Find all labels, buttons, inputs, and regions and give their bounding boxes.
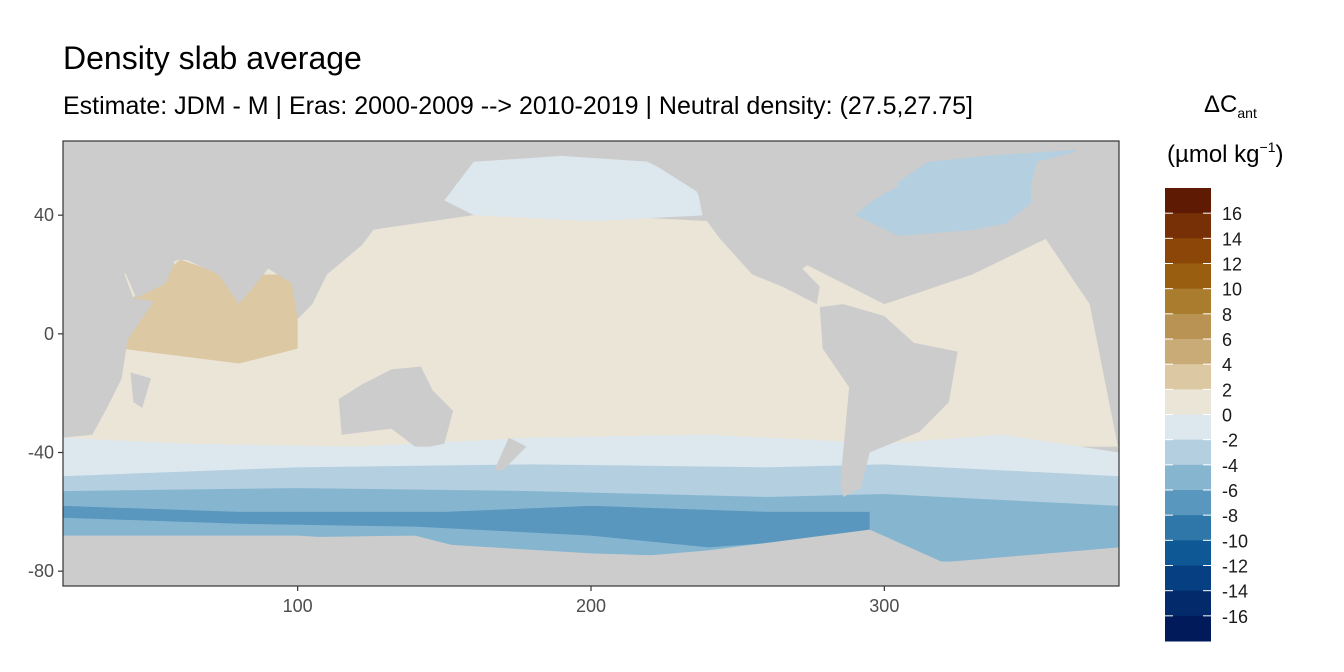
legend-swatch: [1165, 590, 1211, 617]
legend-label: -14: [1222, 582, 1248, 602]
legend-swatch: [1165, 540, 1211, 566]
legend-units-sup: −1: [1260, 139, 1276, 155]
legend-swatch: [1165, 414, 1211, 441]
y-tick-label: -80: [28, 561, 54, 581]
continent-africa: [63, 244, 154, 438]
continent-antarctica: [63, 529, 1119, 586]
legend-swatch: [1165, 313, 1211, 340]
continent-greenland: [884, 141, 982, 156]
legend-label: -12: [1222, 557, 1248, 577]
legend-swatch: [1165, 565, 1211, 592]
legend-label: 12: [1222, 255, 1242, 275]
ocean-region-southern-polar: [63, 505, 870, 548]
legend-swatch: [1165, 439, 1211, 466]
continent-south-america: [819, 304, 958, 497]
chart-title: Density slab average: [63, 40, 362, 76]
continent-new-zealand: [494, 437, 527, 471]
ocean-region-north-pacific-high: [444, 155, 709, 222]
legend-swatch: [1165, 339, 1211, 365]
legend-label: -4: [1222, 456, 1238, 476]
legend-label: 2: [1222, 380, 1232, 400]
legend-swatch: [1165, 263, 1211, 290]
continent-madagascar: [130, 372, 151, 408]
chart-subtitle: Estimate: JDM - M | Eras: 2000-2009 --> …: [63, 92, 973, 120]
x-tick-label: 200: [576, 596, 606, 616]
legend-swatch: [1165, 464, 1211, 491]
legend-label: -8: [1222, 506, 1238, 526]
legend-label: -6: [1222, 481, 1238, 501]
legend-units-post: ): [1275, 141, 1283, 168]
y-tick-label: -40: [28, 443, 54, 463]
legend-swatch: [1165, 213, 1211, 239]
legend-label: -16: [1222, 607, 1248, 627]
continent-arabia: [115, 244, 175, 299]
y-tick-label: 40: [34, 205, 54, 225]
legend-swatch: [1165, 515, 1211, 541]
x-tick-label: 300: [869, 596, 899, 616]
continent-australia: [338, 366, 454, 447]
legend-label: 10: [1222, 280, 1242, 300]
legend-label: 0: [1222, 406, 1232, 426]
map-layer: [63, 141, 1119, 586]
legend-swatch: [1165, 238, 1211, 264]
legend-swatch: [1165, 364, 1211, 390]
legend-units: (µmol kg−1): [1167, 139, 1283, 168]
y-tick-label: 0: [44, 324, 54, 344]
continents: [63, 141, 1119, 586]
continent-eurasia: [63, 141, 489, 319]
continent-north-america: [561, 141, 899, 305]
continent-europe: [1001, 141, 1119, 228]
legend-swatch: [1165, 288, 1211, 315]
legend-swatch: [1165, 389, 1211, 415]
legend-swatch: [1165, 490, 1211, 516]
legend-title: ΔCant: [1204, 91, 1257, 121]
legend-title-main: ΔC: [1204, 91, 1237, 118]
legend-label: 6: [1222, 330, 1232, 350]
legend-label: 4: [1222, 355, 1232, 375]
legend-label: 8: [1222, 305, 1232, 325]
legend-label: 16: [1222, 204, 1242, 224]
legend: ΔCant (µmol kg−1) 16 14 12 10 8 6 4 2 0 -2 -4 -6 -8 -10…: [1165, 91, 1283, 642]
legend-swatch: [1165, 615, 1211, 642]
x-tick-label: 100: [283, 596, 313, 616]
legend-label: -2: [1222, 431, 1238, 451]
legend-title-sub: ant: [1237, 105, 1257, 121]
legend-swatch: [1165, 188, 1211, 214]
legend-label: 14: [1222, 229, 1242, 249]
legend-units-pre: (µmol kg: [1167, 141, 1260, 168]
legend-label: -10: [1222, 531, 1248, 551]
